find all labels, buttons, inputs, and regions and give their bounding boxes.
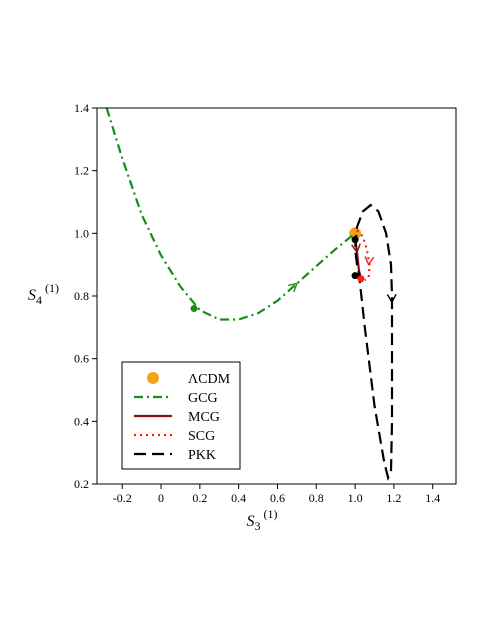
- legend-label-cdm: ΛCDM: [188, 372, 231, 387]
- x-tick-label: 0.4: [231, 491, 246, 505]
- x-tick-label: 0.6: [270, 491, 285, 505]
- extra-marker: [357, 275, 365, 283]
- series-scg-line: [356, 229, 371, 282]
- y-tick-label: 1.4: [74, 101, 89, 115]
- x-tick-label: -0.2: [113, 491, 132, 505]
- x-tick-label: 0.8: [309, 491, 324, 505]
- series-pkk-arrow: [386, 293, 397, 304]
- y-tick-label: 0.8: [74, 289, 89, 303]
- series-gcg-arrow: [287, 282, 298, 293]
- series-pkk-marker: [351, 236, 359, 244]
- y-tick-label: 0.6: [74, 352, 89, 366]
- x-tick-label: 1.2: [386, 491, 401, 505]
- y-axis-label: S4(1): [28, 281, 59, 307]
- axes: -0.2 0 0.2 0.4 0.6 0.8 1.0 1.2 1.4 0.2 0.4 0.6 0.8 1.…: [28, 101, 457, 533]
- y-tick-label: 1.0: [74, 226, 89, 240]
- legend-label-gcg: GCG: [188, 391, 218, 406]
- series-mcg-arrow: [351, 243, 361, 254]
- legend-swatch-cdm: [147, 372, 159, 384]
- legend-label-mcg: MCG: [188, 410, 220, 425]
- y-tick-label: 0.2: [74, 477, 89, 491]
- y-tick-label: 1.2: [74, 164, 89, 178]
- legend: ΛCDM GCG MCG SCG PKK: [121, 361, 241, 470]
- series-gcg-line: [105, 108, 356, 321]
- series-layer: [105, 108, 397, 481]
- legend-label-scg: SCG: [188, 429, 215, 444]
- series-group: [105, 108, 397, 481]
- legend-label-pkk: PKK: [188, 448, 216, 463]
- series-pkk-marker: [351, 272, 359, 280]
- x-tick-label: 0.2: [192, 491, 207, 505]
- x-tick-label: 1.0: [348, 491, 363, 505]
- series-gcg-marker: [190, 305, 198, 313]
- series-scg-arrow: [364, 256, 375, 267]
- x-axis-label: S3(1): [247, 507, 278, 533]
- series-pkk-line: [353, 203, 394, 481]
- y-tick-label: 0.4: [74, 414, 89, 428]
- x-tick-label: 0: [158, 491, 164, 505]
- x-tick-label: 1.4: [425, 491, 440, 505]
